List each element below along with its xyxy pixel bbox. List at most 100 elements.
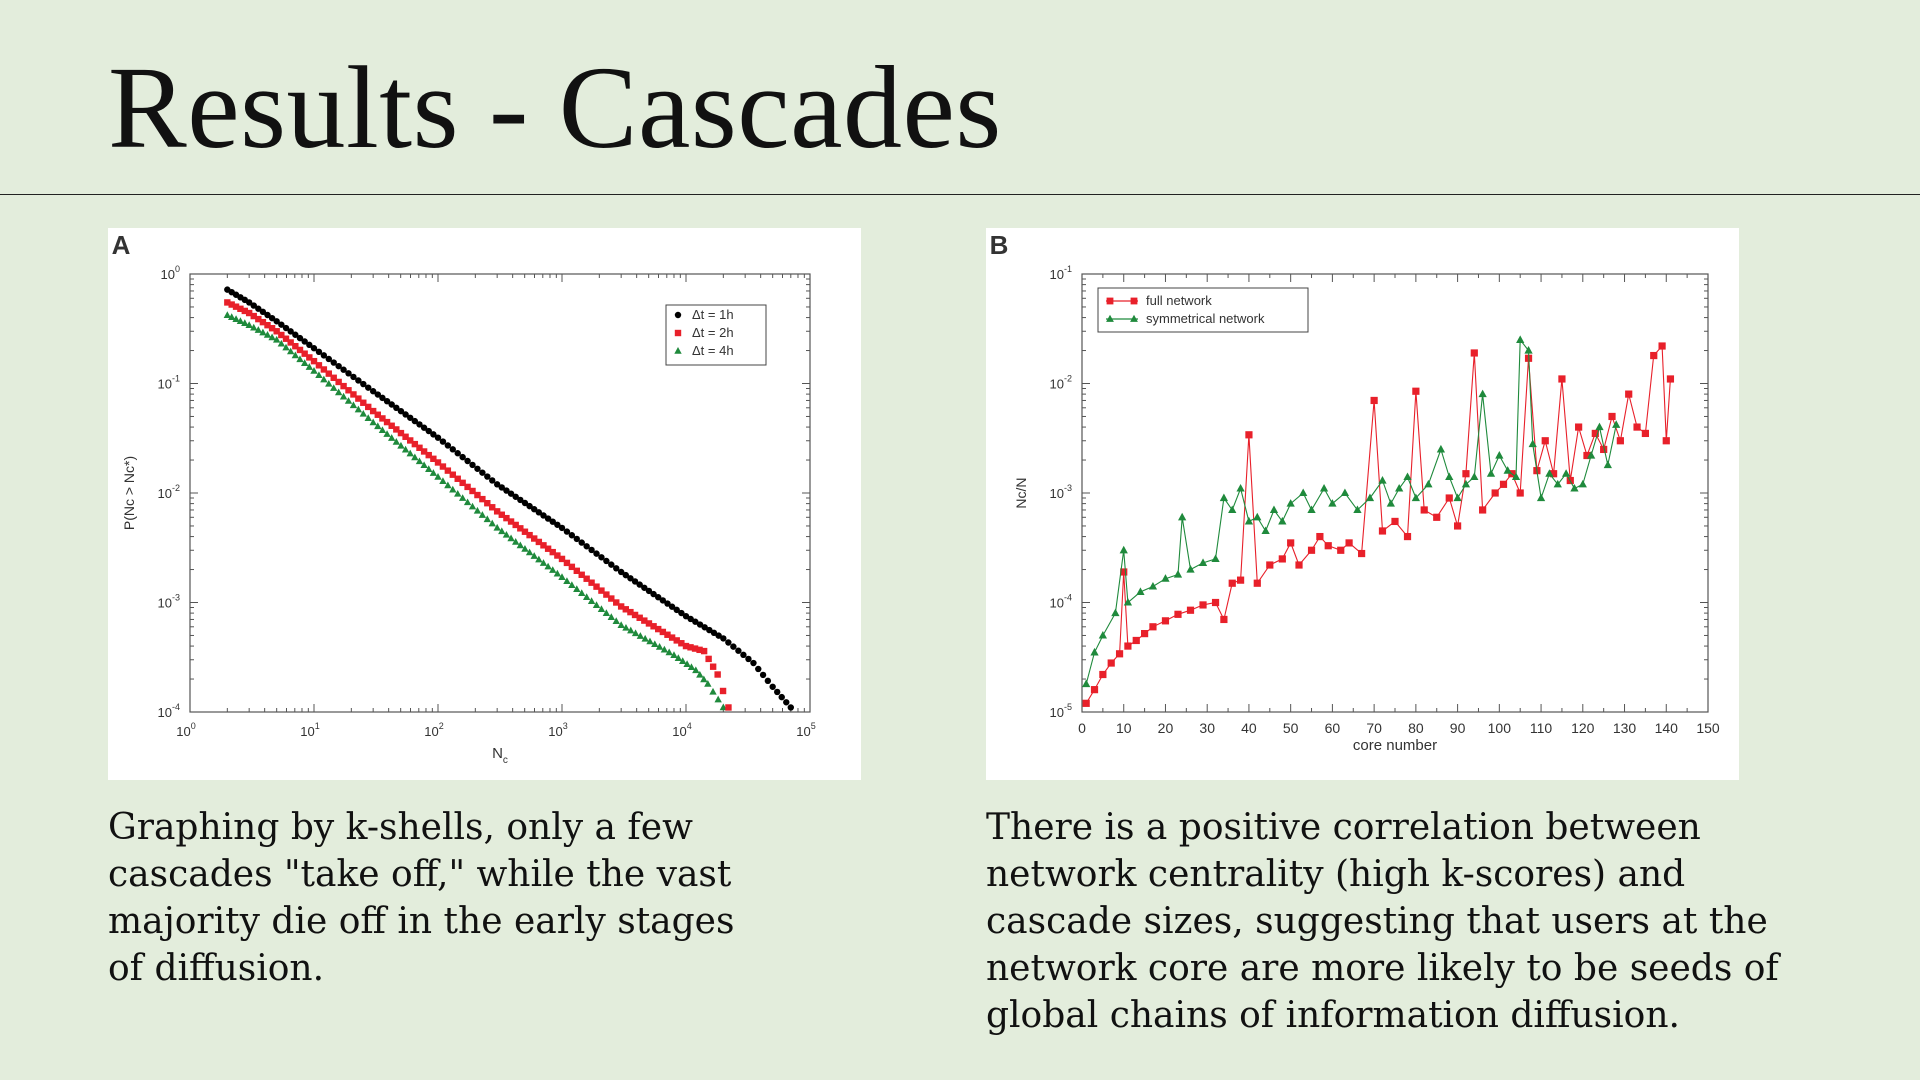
data-point [650, 623, 657, 630]
data-point [755, 665, 762, 673]
data-point [535, 509, 543, 516]
y-axis-label: Nc/N [1013, 477, 1029, 508]
data-point [402, 411, 409, 418]
data-point [241, 319, 249, 327]
data-point [315, 371, 323, 379]
data-point [627, 608, 634, 616]
data-point [673, 637, 680, 644]
x-tick-label: 102 [424, 721, 443, 739]
data-point [305, 363, 314, 370]
data-point [503, 487, 510, 494]
data-point [250, 312, 257, 320]
data-point [1124, 642, 1132, 650]
caption-a-line: Graphing by k-shells, only a few [108, 807, 693, 848]
y-tick-label: 10-2 [1050, 374, 1072, 392]
data-point [1662, 437, 1670, 445]
data-point [449, 471, 456, 478]
data-point [320, 366, 328, 373]
data-point [411, 440, 419, 448]
data-point [1370, 396, 1378, 405]
data-point [1478, 389, 1487, 398]
data-point [1082, 699, 1090, 707]
data-point [1403, 532, 1412, 541]
data-point [558, 524, 566, 532]
data-point [402, 433, 409, 440]
data-point [1595, 422, 1604, 431]
data-point [369, 418, 377, 426]
data-point [636, 581, 643, 588]
data-point [655, 643, 664, 650]
data-point [1236, 576, 1245, 584]
legend-marker [1106, 314, 1114, 322]
data-point [430, 431, 437, 438]
data-point [454, 450, 461, 457]
series-symmetrical network [1082, 335, 1621, 688]
legend-label: Δt = 4h [692, 343, 734, 358]
data-point [325, 355, 332, 363]
data-point [1436, 444, 1446, 453]
data-point [687, 644, 694, 651]
data-point [474, 491, 481, 499]
data-point [1245, 431, 1253, 439]
data-point [769, 683, 776, 690]
data-point [1358, 549, 1366, 558]
data-point [1211, 554, 1220, 562]
data-point [330, 384, 338, 391]
data-point [287, 339, 294, 346]
data-point [407, 437, 414, 444]
data-point [349, 401, 358, 409]
data-point [1536, 493, 1546, 502]
data-point [651, 640, 659, 648]
data-point [315, 348, 323, 356]
data-point [544, 515, 552, 522]
data-point [1099, 670, 1107, 679]
data-point [692, 618, 699, 625]
y-axis-label: P(Nc > Nc*) [121, 456, 137, 530]
x-tick-label: 130 [1613, 720, 1637, 736]
data-point [420, 424, 428, 431]
data-point [1516, 489, 1524, 497]
data-point [459, 479, 466, 487]
data-point [255, 315, 262, 323]
data-point [1324, 542, 1332, 550]
data-point [245, 299, 253, 306]
data-point [1499, 480, 1508, 488]
data-point [655, 594, 662, 601]
data-point [598, 587, 605, 594]
data-point [668, 634, 676, 641]
y-tick-label: 10-2 [158, 483, 180, 501]
data-point [700, 647, 708, 655]
data-point [1278, 516, 1287, 525]
data-point [679, 657, 687, 665]
data-point [593, 583, 600, 590]
data-point [578, 539, 585, 546]
data-point [1561, 469, 1571, 477]
data-point [287, 328, 294, 335]
data-point [232, 315, 240, 322]
data-point [1486, 469, 1496, 477]
data-point [1141, 629, 1149, 638]
x-tick-label: 80 [1408, 720, 1424, 736]
data-point [454, 475, 461, 482]
data-point [554, 521, 561, 528]
data-point [521, 528, 529, 535]
data-point [228, 313, 236, 320]
data-point [339, 392, 348, 400]
data-point [1558, 375, 1566, 383]
data-point [479, 469, 486, 476]
data-point [1307, 546, 1316, 554]
data-point [1412, 387, 1420, 395]
data-point [259, 318, 267, 326]
data-point [608, 561, 615, 568]
data-point [379, 415, 386, 422]
data-point [325, 379, 333, 387]
data-point [613, 599, 620, 606]
data-point [700, 675, 708, 683]
data-point [526, 502, 533, 510]
x-tick-label: 40 [1241, 720, 1257, 736]
data-point [507, 534, 515, 542]
data-point [1365, 493, 1375, 502]
data-point [364, 414, 372, 421]
data-point [503, 514, 510, 522]
data-point [449, 446, 456, 453]
